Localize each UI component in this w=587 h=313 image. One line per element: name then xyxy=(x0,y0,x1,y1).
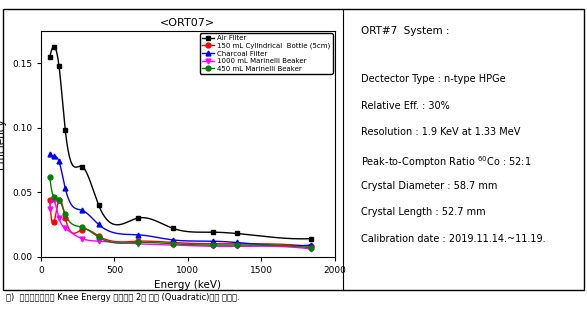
Text: ORT#7  System :: ORT#7 System : xyxy=(361,26,450,36)
Text: Dectector Type : n-type HPGe: Dectector Type : n-type HPGe xyxy=(361,74,506,84)
Y-axis label: Efficiency: Efficiency xyxy=(0,119,6,169)
Text: Calibration date : 2019.11.14.~11.19.: Calibration date : 2019.11.14.~11.19. xyxy=(361,234,546,244)
X-axis label: Energy (keV): Energy (keV) xyxy=(154,280,221,290)
Legend: Air Filter, 150 mL Cylindrical  Bottle (5cm), Charcoal Filter, 1000 mL Marinelli: Air Filter, 150 mL Cylindrical Bottle (5… xyxy=(200,33,332,74)
Text: Resolution : 1.9 KeV at 1.33 MeV: Resolution : 1.9 KeV at 1.33 MeV xyxy=(361,127,521,137)
Text: Peak-to-Compton Ratio $^{60}$Co : 52:1: Peak-to-Compton Ratio $^{60}$Co : 52:1 xyxy=(361,154,532,170)
Title: <ORT07>: <ORT07> xyxy=(160,18,215,28)
Text: Crystal Length : 52.7 mm: Crystal Length : 52.7 mm xyxy=(361,207,486,217)
Text: Relative Eff. : 30%: Relative Eff. : 30% xyxy=(361,101,450,111)
Text: Crystal Diameter : 58.7 mm: Crystal Diameter : 58.7 mm xyxy=(361,181,498,191)
Text: 주)  효율교정공선은 Knee Energy 기준으로 2차 함수 (Quadratic)식을 사용함.: 주) 효율교정공선은 Knee Energy 기준으로 2차 함수 (Quadr… xyxy=(6,293,239,302)
